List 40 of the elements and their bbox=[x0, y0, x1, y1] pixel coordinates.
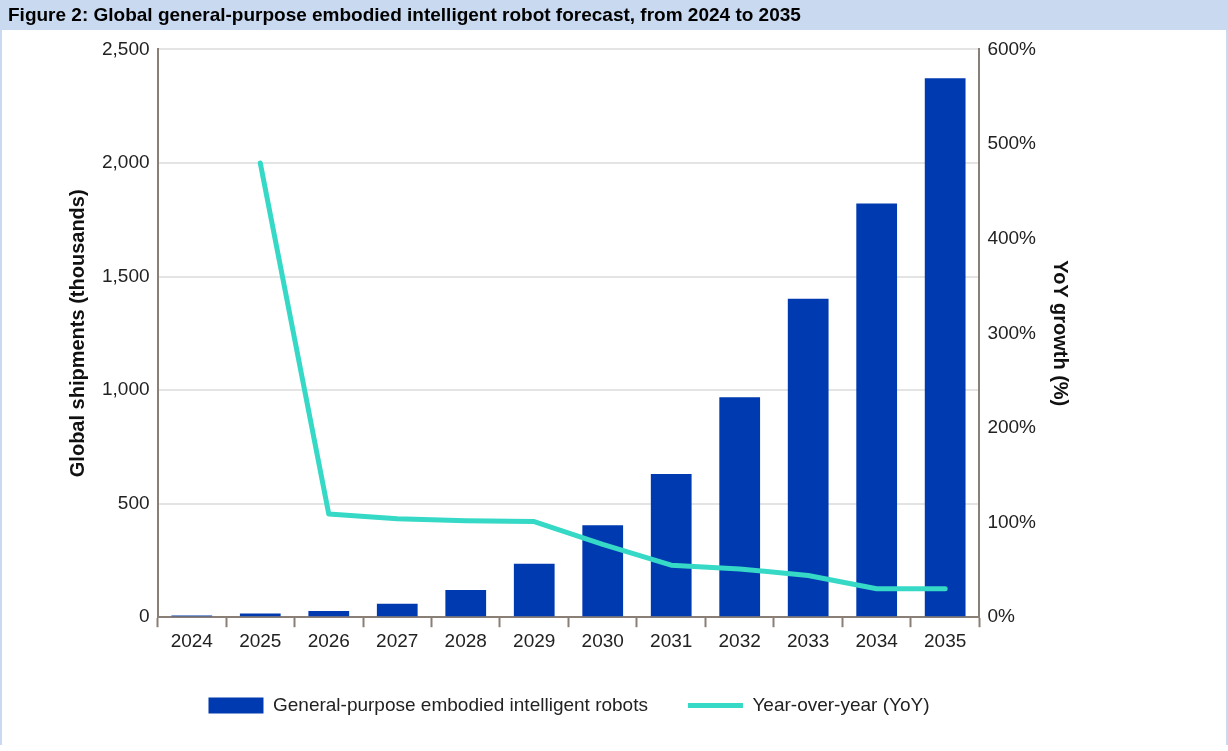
legend-label: General-purpose embodied intelligent robots bbox=[272, 693, 648, 715]
x-tick-label: 2025 bbox=[239, 629, 282, 651]
x-tick-label: 2026 bbox=[307, 629, 350, 651]
y-tick-label: 1,000 bbox=[102, 378, 150, 400]
x-tick-label: 2028 bbox=[444, 629, 487, 651]
y2-tick-label: 0% bbox=[987, 605, 1015, 627]
bar bbox=[719, 397, 761, 617]
y2-tick-label: 500% bbox=[987, 132, 1037, 154]
bar bbox=[856, 203, 898, 617]
y-tick-label: 2,000 bbox=[102, 151, 150, 173]
bar bbox=[924, 78, 966, 617]
bar bbox=[445, 589, 487, 617]
y2-tick-label: 300% bbox=[987, 321, 1037, 343]
x-tick-label: 2029 bbox=[513, 629, 556, 651]
y-tick-label: 1,500 bbox=[102, 264, 150, 286]
bar bbox=[787, 298, 829, 617]
y-tick-label: 500 bbox=[117, 491, 150, 513]
x-tick-label: 2035 bbox=[924, 629, 967, 651]
bar bbox=[513, 563, 555, 617]
bar bbox=[308, 611, 350, 617]
y2-axis-title: YoY growth (%) bbox=[1050, 260, 1073, 407]
x-tick-label: 2032 bbox=[718, 629, 761, 651]
x-tick-label: 2024 bbox=[170, 629, 214, 651]
x-tick-label: 2030 bbox=[581, 629, 624, 651]
x-tick-label: 2033 bbox=[787, 629, 830, 651]
x-tick-label: 2031 bbox=[650, 629, 693, 651]
y2-tick-label: 400% bbox=[987, 226, 1037, 248]
bar bbox=[582, 525, 624, 617]
y2-tick-label: 600% bbox=[987, 37, 1037, 59]
x-tick-label: 2027 bbox=[376, 629, 419, 651]
y-tick-label: 2,500 bbox=[102, 37, 150, 59]
y-tick-label: 0 bbox=[138, 605, 150, 627]
y2-tick-label: 200% bbox=[987, 416, 1037, 438]
x-tick-label: 2034 bbox=[855, 629, 899, 651]
y2-tick-label: 100% bbox=[987, 510, 1037, 532]
y-axis-title: Global shipments (thousands) bbox=[65, 189, 88, 478]
chart-title: Figure 2: Global general-purpose embodied intelligent robot forecast, from 2024 to 2035 bbox=[0, 0, 1228, 30]
bar bbox=[376, 603, 418, 617]
bar bbox=[650, 474, 692, 617]
legend-label: Year-over-year (YoY) bbox=[752, 693, 930, 715]
